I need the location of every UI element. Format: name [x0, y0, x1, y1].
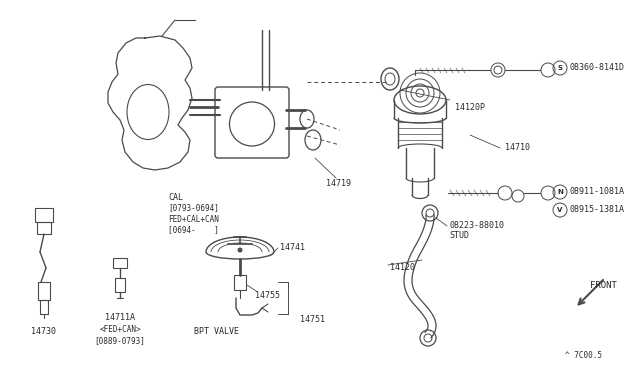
- Text: 14730: 14730: [31, 327, 56, 337]
- Text: 08360-8141D: 08360-8141D: [569, 64, 624, 73]
- Text: 14741: 14741: [280, 243, 305, 251]
- Text: 14120P: 14120P: [455, 103, 485, 112]
- Text: 08911-1081A: 08911-1081A: [569, 187, 624, 196]
- Text: S: S: [557, 65, 563, 71]
- Text: 14751: 14751: [300, 315, 325, 324]
- Text: [0889-0793]: [0889-0793]: [95, 337, 145, 346]
- Bar: [35, 208, 53, 222]
- Text: BPT VALVE: BPT VALVE: [194, 327, 239, 337]
- Text: STUD: STUD: [449, 231, 469, 241]
- Text: [0694-    ]: [0694- ]: [168, 225, 219, 234]
- Text: FRONT: FRONT: [590, 280, 617, 289]
- Bar: [38, 282, 50, 300]
- Text: 14120: 14120: [390, 263, 415, 273]
- Text: FED+CAL+CAN: FED+CAL+CAN: [168, 215, 219, 224]
- Bar: [234, 275, 246, 290]
- Text: V: V: [557, 207, 563, 213]
- Text: ^ 7C00.5: ^ 7C00.5: [565, 350, 602, 359]
- Text: 08915-1381A: 08915-1381A: [569, 205, 624, 215]
- Bar: [37, 222, 51, 234]
- Text: 08223-88010: 08223-88010: [449, 221, 504, 230]
- Bar: [40, 300, 48, 314]
- Text: CAL: CAL: [168, 192, 183, 202]
- Text: 14719: 14719: [326, 179, 351, 187]
- Text: 14711A: 14711A: [105, 314, 135, 323]
- Text: N: N: [557, 189, 563, 195]
- Circle shape: [238, 248, 242, 252]
- Text: [0793-0694]: [0793-0694]: [168, 203, 219, 212]
- Text: 14755: 14755: [255, 291, 280, 299]
- Bar: [115, 278, 125, 292]
- Text: <FED+CAN>: <FED+CAN>: [99, 326, 141, 334]
- Bar: [113, 258, 127, 268]
- Text: 14710: 14710: [505, 144, 530, 153]
